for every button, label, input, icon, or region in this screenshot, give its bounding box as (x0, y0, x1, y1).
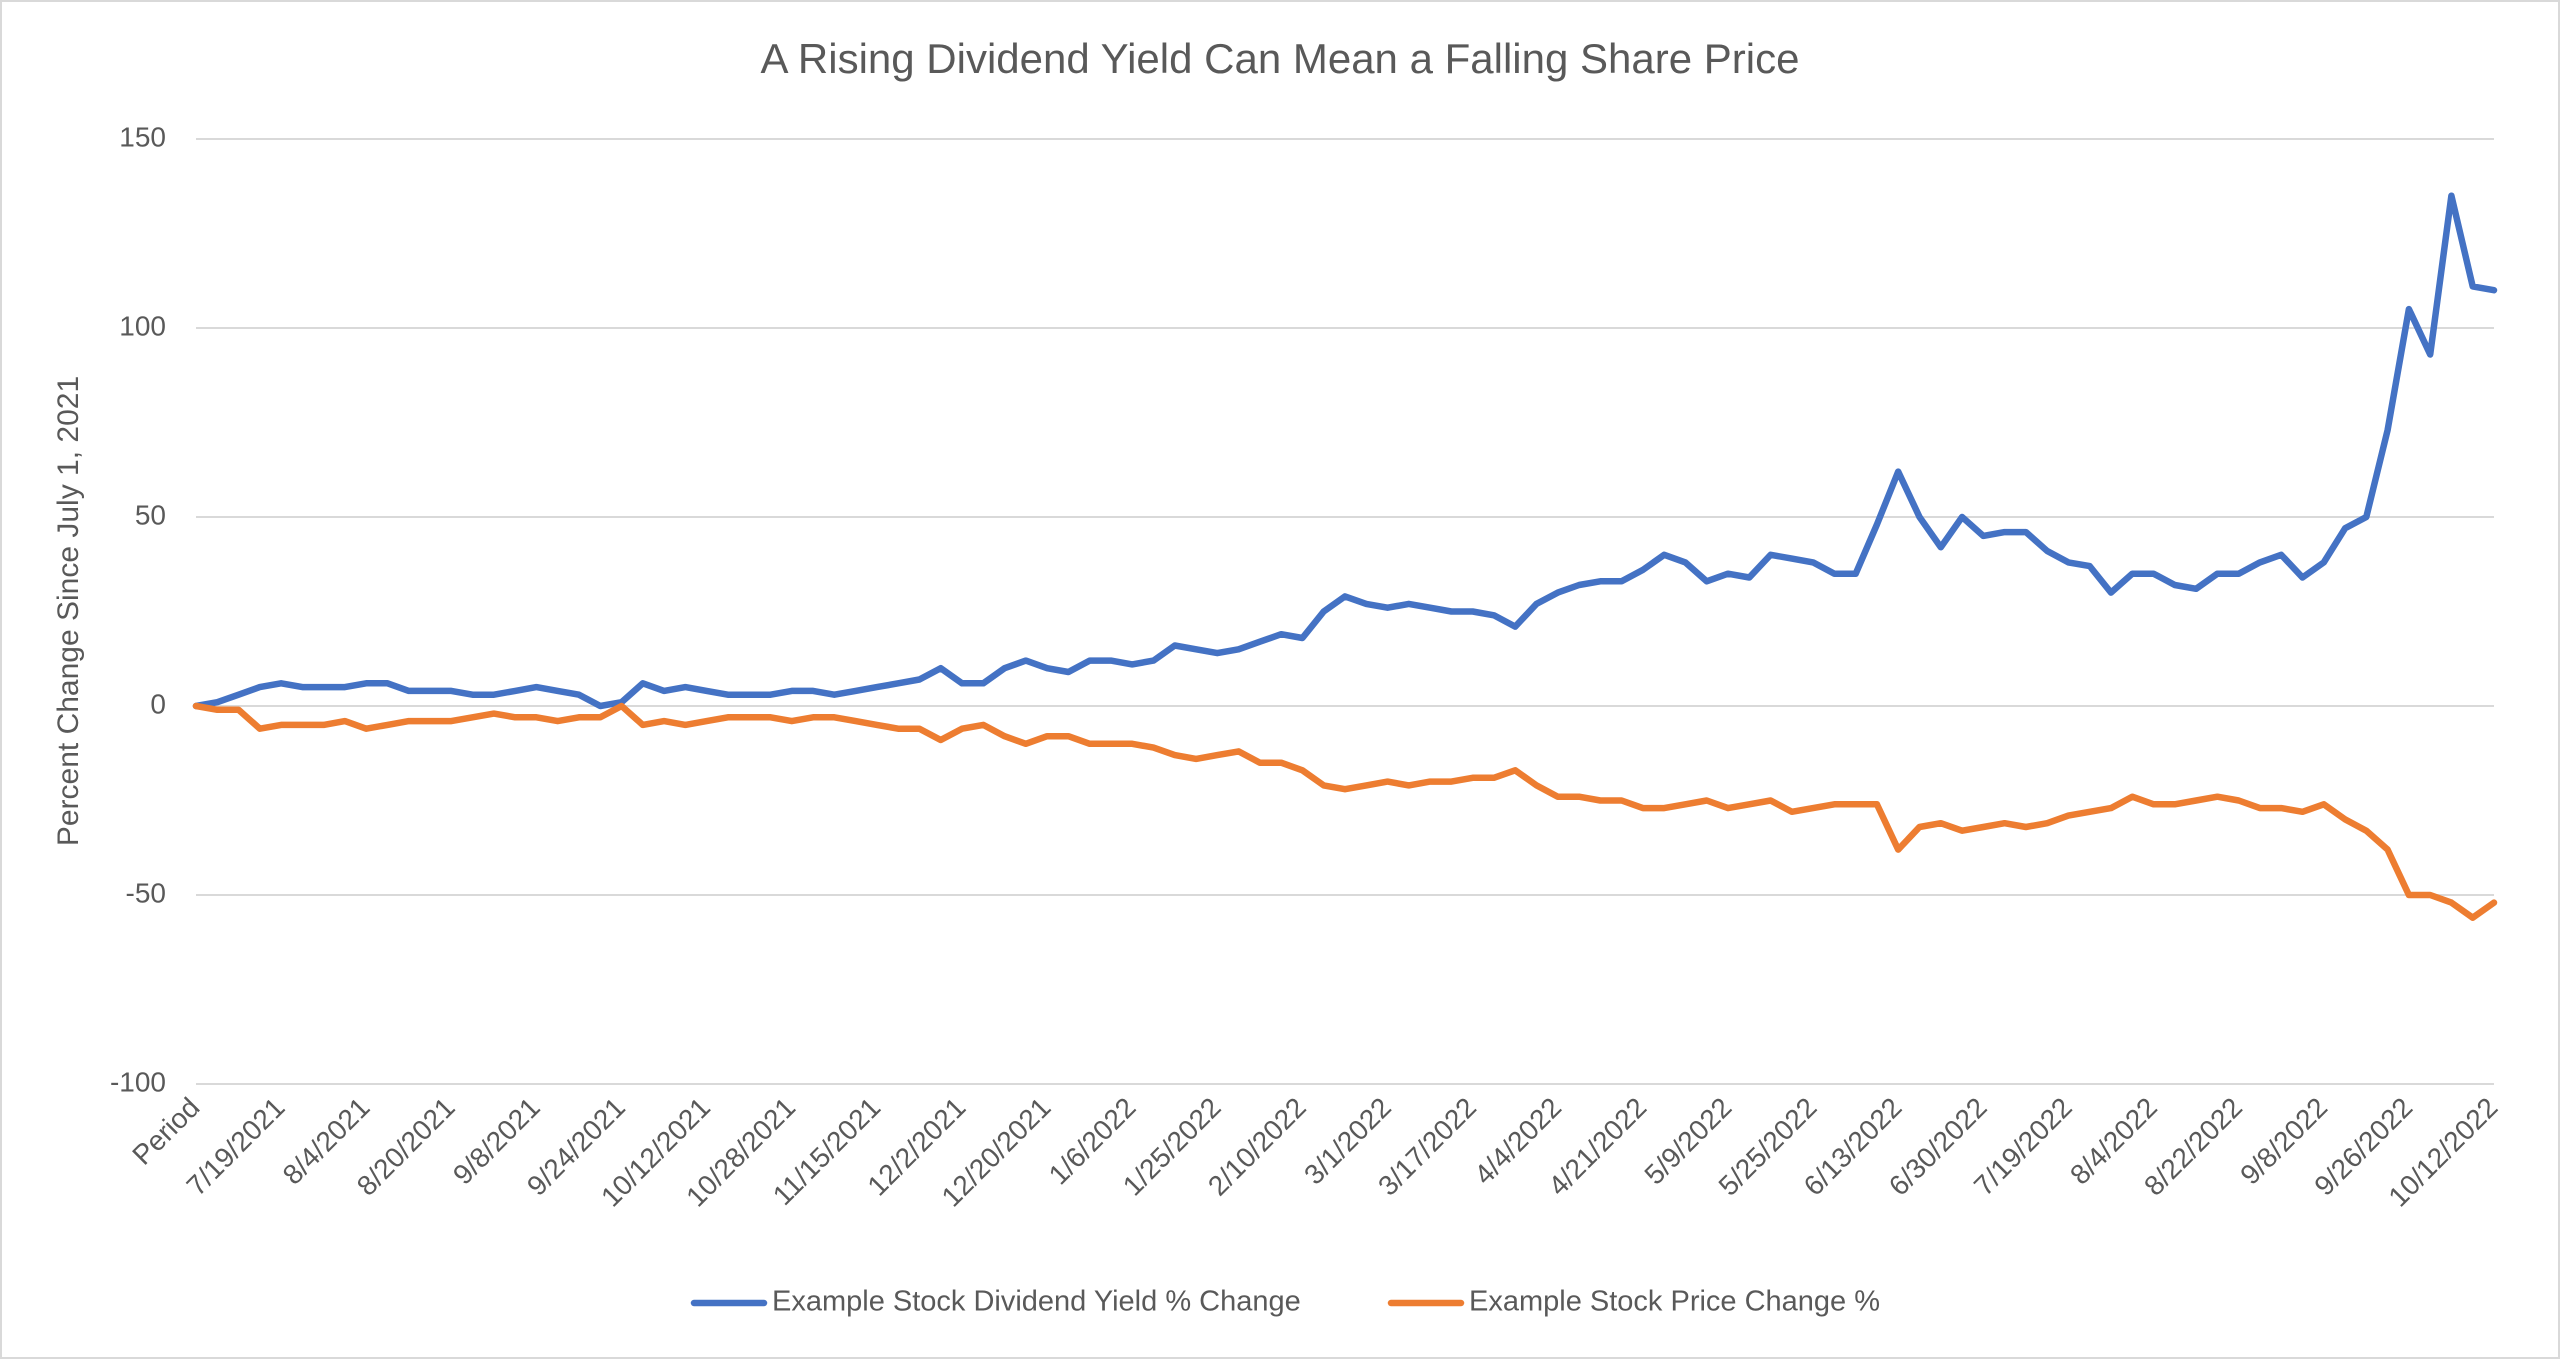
y-axis-title: Percent Change Since July 1, 2021 (52, 376, 85, 846)
y-tick-label: 0 (150, 688, 166, 719)
series-line (192, 702, 2498, 921)
y-tick-label: 100 (119, 310, 166, 341)
legend-label: Example Stock Dividend Yield % Change (772, 1286, 1301, 1318)
y-tick-label: 150 (119, 121, 166, 152)
series-line (192, 192, 2498, 710)
legend-label: Example Stock Price Change % (1469, 1286, 1880, 1318)
y-tick-label: -100 (110, 1066, 166, 1097)
y-tick-label: -50 (126, 877, 166, 908)
chart-title: A Rising Dividend Yield Can Mean a Falli… (761, 35, 1800, 82)
y-tick-label: 50 (135, 499, 166, 530)
